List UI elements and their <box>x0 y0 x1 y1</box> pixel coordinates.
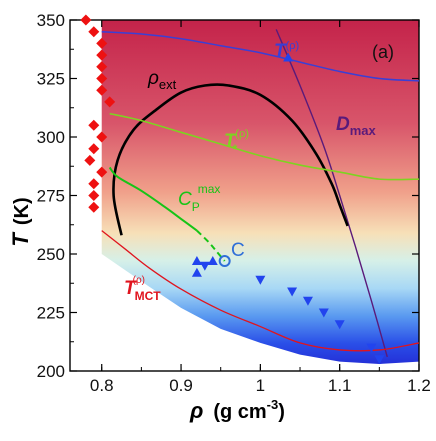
diamond-marker <box>96 37 108 49</box>
x-tick-label: 1.2 <box>407 376 431 395</box>
markers-layer <box>80 14 385 365</box>
triangle-up-marker <box>207 256 218 266</box>
curve-T-star-green <box>109 112 419 181</box>
x-tick-label: 1 <box>256 376 265 395</box>
triangle-up-marker <box>191 267 202 277</box>
curve-T-MCT <box>101 230 419 352</box>
triangle-down-marker <box>255 275 266 285</box>
triangle-up-marker <box>191 256 202 266</box>
x-axis-title: ρ (g cm-3) <box>189 397 285 423</box>
background-heatmap <box>70 20 419 371</box>
y-tick-label: 225 <box>37 304 65 323</box>
point-c-marker <box>218 255 231 268</box>
x-tick-label: 0.9 <box>169 376 193 395</box>
label-t-mct: TMCT(ρ) <box>124 275 161 303</box>
y-axis-title: T(K) <box>8 197 33 246</box>
triangle-down-marker <box>302 296 313 306</box>
y-tick-label: 200 <box>37 362 65 381</box>
panel-label: (a) <box>372 42 394 62</box>
diamond-marker <box>96 61 108 73</box>
y-tick-label: 275 <box>37 187 65 206</box>
curves-layer <box>101 29 419 358</box>
diamond-marker <box>96 166 108 178</box>
heatmap-region <box>101 20 419 364</box>
triangle-up-marker <box>283 52 294 62</box>
diamond-marker <box>80 14 92 26</box>
curve-T-rho-blue <box>101 30 419 82</box>
diamond-marker <box>96 73 108 84</box>
label-point-c: C <box>231 240 245 261</box>
triangle-down-marker <box>199 261 210 271</box>
label-d-max: Dmax <box>336 114 377 138</box>
y-tick-label: 350 <box>37 11 65 30</box>
y-tick-label: 325 <box>37 70 65 89</box>
diamond-marker <box>88 190 100 201</box>
x-tick-label: 1.1 <box>328 376 352 395</box>
diamond-marker <box>96 84 108 96</box>
y-tick-label: 250 <box>37 245 65 264</box>
diamond-marker <box>88 178 100 190</box>
triangle-down-marker <box>374 355 385 365</box>
label-t-star: T*(ρ) <box>224 128 249 156</box>
curve-C-p-max <box>108 166 198 232</box>
diamond-marker <box>88 143 100 155</box>
y-tick-label: 300 <box>37 128 65 147</box>
curve-D-max <box>275 29 388 358</box>
diamond-marker <box>104 96 116 108</box>
diamond-marker <box>84 154 96 166</box>
label-rho-ext: ρext <box>147 68 177 92</box>
curve-rho-ext <box>112 83 349 236</box>
diamond-marker <box>88 201 100 213</box>
label-cp-max: CPmax <box>178 182 220 214</box>
label-t-rho: T(ρ) <box>274 40 299 62</box>
diamond-marker <box>96 49 108 61</box>
diamond-marker <box>88 119 100 131</box>
triangle-down-marker <box>318 308 329 318</box>
triangle-down-marker <box>287 287 298 297</box>
diamond-marker <box>96 131 108 143</box>
x-tick-label: 0.8 <box>90 376 114 395</box>
triangle-down-marker <box>366 343 377 353</box>
diamond-marker <box>88 26 100 38</box>
triangle-down-marker <box>334 320 345 330</box>
tick-labels: 0.8 0.9 1 1.1 1.2 200 225 250 275 300 325 350 <box>37 11 431 395</box>
